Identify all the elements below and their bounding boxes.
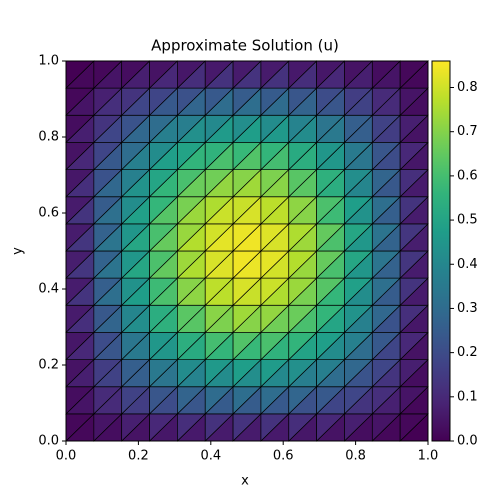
colorbar-tick-label: 0.0 [457, 434, 478, 449]
colorbar-tick-label: 0.6 [457, 168, 478, 183]
colorbar-tick-label: 0.3 [457, 301, 478, 316]
colorbar-tick-label: 0.2 [457, 345, 478, 360]
x-tick-label: 0.8 [345, 449, 366, 464]
colorbar-tick-label: 0.8 [457, 80, 478, 95]
y-tick-label: 0.4 [38, 282, 59, 297]
y-tick-label: 0.8 [38, 130, 59, 145]
y-tick-label: 1.0 [38, 54, 59, 69]
plot-area [65, 60, 429, 442]
colorbar-tick-label: 0.1 [457, 389, 478, 404]
x-axis-label: x [241, 474, 249, 489]
x-tick-label: 0.0 [56, 449, 77, 464]
x-tick-label: 0.2 [128, 449, 149, 464]
y-tick-label: 0.0 [38, 434, 59, 449]
colorbar-tick-label: 0.4 [457, 257, 478, 272]
colorbar-tick-label: 0.5 [457, 213, 478, 228]
chart-title: Approximate Solution (u) [151, 37, 339, 55]
x-tick-label: 0.6 [273, 449, 294, 464]
y-tick-label: 0.2 [38, 358, 59, 373]
x-tick-label: 1.0 [418, 449, 439, 464]
axes-frame [65, 60, 429, 442]
colorbar [431, 60, 451, 442]
y-tick-label: 0.6 [38, 206, 59, 221]
y-axis-label: y [11, 247, 26, 255]
x-tick-label: 0.4 [200, 449, 221, 464]
colorbar-tick-label: 0.7 [457, 124, 478, 139]
